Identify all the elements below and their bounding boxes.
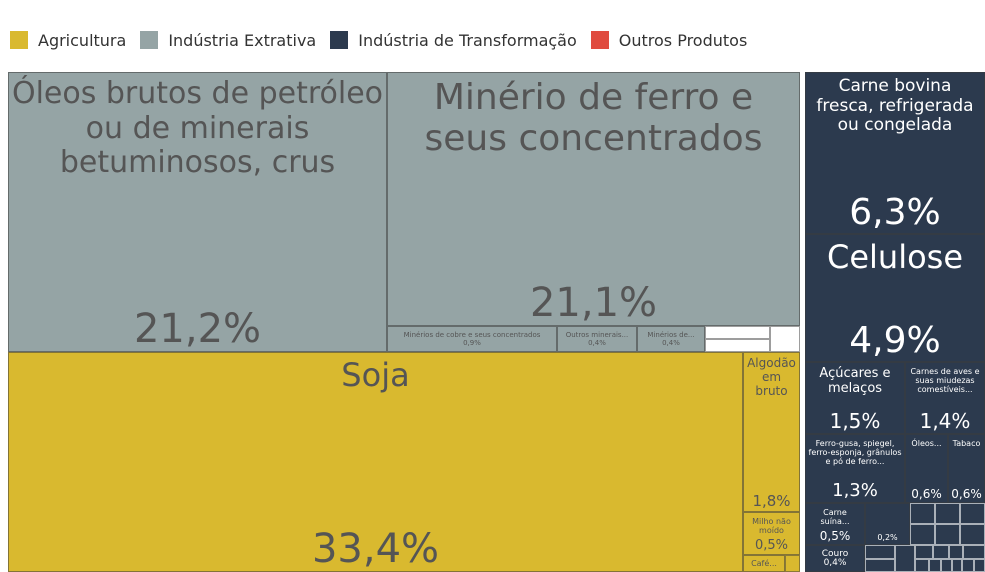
legend-item: Outros Produtos — [590, 30, 748, 50]
treemap-cell: Óleos brutos de petróleo ou de minerais … — [8, 72, 387, 352]
cell-name: Outros minerais... — [565, 331, 629, 340]
small-cell — [935, 524, 960, 545]
small-cell — [705, 339, 770, 352]
small-cell — [941, 559, 952, 572]
cell-value: 0,4% — [588, 338, 606, 347]
cell-name: Couro — [821, 548, 849, 559]
small-cell — [915, 559, 929, 572]
treemap-cell: Carne suína... 0,5% — [805, 503, 865, 545]
cell-name: Óleos... — [911, 439, 942, 448]
treemap-cell: Milho não moído 0,5% — [743, 512, 800, 555]
cell-name: Carnes de aves e suas miudezas comestíve… — [910, 367, 980, 395]
small-cell — [705, 326, 770, 339]
treemap-cell: Carne bovina fresca, refrigerada ou cong… — [805, 72, 985, 234]
small-cell — [933, 545, 949, 559]
small-cell — [785, 555, 800, 572]
legend-label: Agricultura — [38, 30, 127, 50]
cell-value: 0,4% — [662, 338, 680, 347]
cell-value: 0,6% — [951, 487, 982, 501]
cell-value: 0,2% — [877, 533, 898, 542]
cell-name: Minérios de... — [647, 331, 695, 340]
cell-name: Minérios de cobre e seus concentrados — [403, 331, 541, 340]
cell-name: Açúcares e melaços — [819, 366, 891, 396]
cell-name: Carne suína... — [820, 508, 850, 527]
small-cell — [963, 545, 985, 559]
cell-name: Café... — [751, 558, 777, 568]
cell-name: Milho não moído — [752, 517, 791, 536]
small-cell — [952, 559, 962, 572]
cell-name: Celulose — [826, 238, 964, 276]
legend-swatch — [10, 31, 28, 49]
legend-label: Indústria de Transformação — [358, 30, 577, 50]
cell-name: Algodão em bruto — [747, 356, 796, 398]
small-cell — [949, 545, 963, 559]
cell-value: 1,3% — [832, 480, 878, 501]
cell-name: Minério de ferro e seus concentrados — [424, 77, 763, 160]
small-cell — [974, 559, 985, 572]
legend-swatch — [330, 31, 349, 49]
small-cell — [770, 326, 800, 352]
treemap-cell: Minério de ferro e seus concentrados 21,1… — [387, 72, 800, 326]
treemap-cell: Tabaco 0,6% — [948, 434, 985, 503]
legend-item: Indústria Extrativa — [140, 31, 316, 50]
cell-value: 21,1% — [529, 280, 658, 326]
small-cell — [910, 503, 935, 524]
cell-value: 6,3% — [849, 192, 941, 233]
cell-name: Tabaco — [952, 439, 981, 448]
treemap-cell: Minérios de... 0,4% — [637, 326, 705, 352]
treemap-cell: Óleos... 0,6% — [905, 434, 948, 503]
cell-value: 0,5% — [819, 529, 851, 543]
small-cell — [960, 524, 985, 545]
cell-value: 1,4% — [919, 409, 971, 433]
legend-swatch — [140, 31, 159, 49]
treemap-cell: Outros minerais... 0,4% — [557, 326, 637, 352]
small-cell — [935, 503, 960, 524]
cell-value: 0,4% — [823, 558, 847, 569]
cell-value: 0,9% — [463, 338, 481, 347]
cell-value: 4,9% — [849, 320, 941, 361]
small-cell — [910, 524, 935, 545]
small-cell — [929, 559, 941, 572]
treemap-cell: Café... — [743, 555, 785, 572]
cell-value: 0,5% — [754, 538, 789, 553]
treemap-cell: Couro 0,4% — [805, 545, 865, 572]
treemap-cell: Soja 33,4% — [8, 352, 743, 572]
small-cell — [960, 503, 985, 524]
small-cell — [915, 545, 933, 559]
legend-label: Outros Produtos — [618, 30, 748, 50]
treemap-cell: 0,2% — [865, 503, 910, 545]
cell-name: Soja — [341, 356, 410, 394]
legend: Agricultura Indústria Extrativa Indústria … — [10, 28, 747, 52]
treemap-cell: Ferro-gusa, spiegel, ferro-esponja, grân… — [805, 434, 905, 503]
cell-name: Óleos brutos de petróleo ou de minerais … — [11, 76, 384, 180]
cell-value: 0,6% — [911, 487, 942, 501]
cell-value: 1,5% — [829, 409, 881, 433]
small-cell — [865, 545, 895, 559]
legend-label: Indústria Extrativa — [168, 30, 317, 50]
treemap-cell: Açúcares e melaços 1,5% — [805, 362, 905, 434]
cell-value: 21,2% — [133, 306, 262, 352]
legend-item: Indústria de Transformação — [330, 31, 577, 50]
small-cell — [962, 559, 974, 572]
small-cell — [865, 559, 895, 572]
treemap-cell: Carnes de aves e suas miudezas comestíve… — [905, 362, 985, 434]
treemap-cell: Celulose 4,9% — [805, 234, 985, 362]
legend-item: Agricultura — [10, 31, 126, 50]
cell-value: 33,4% — [311, 526, 440, 572]
small-cell — [895, 545, 915, 572]
cell-name: Ferro-gusa, spiegel, ferro-esponja, grân… — [808, 439, 902, 467]
cell-name: Carne bovina fresca, refrigerada ou cong… — [816, 76, 974, 136]
treemap-cell: Algodão em bruto 1,8% — [743, 352, 800, 512]
legend-swatch — [590, 31, 609, 49]
cell-value: 1,8% — [752, 492, 791, 510]
treemap-cell: Minérios de cobre e seus concentrados 0,9… — [387, 326, 557, 352]
